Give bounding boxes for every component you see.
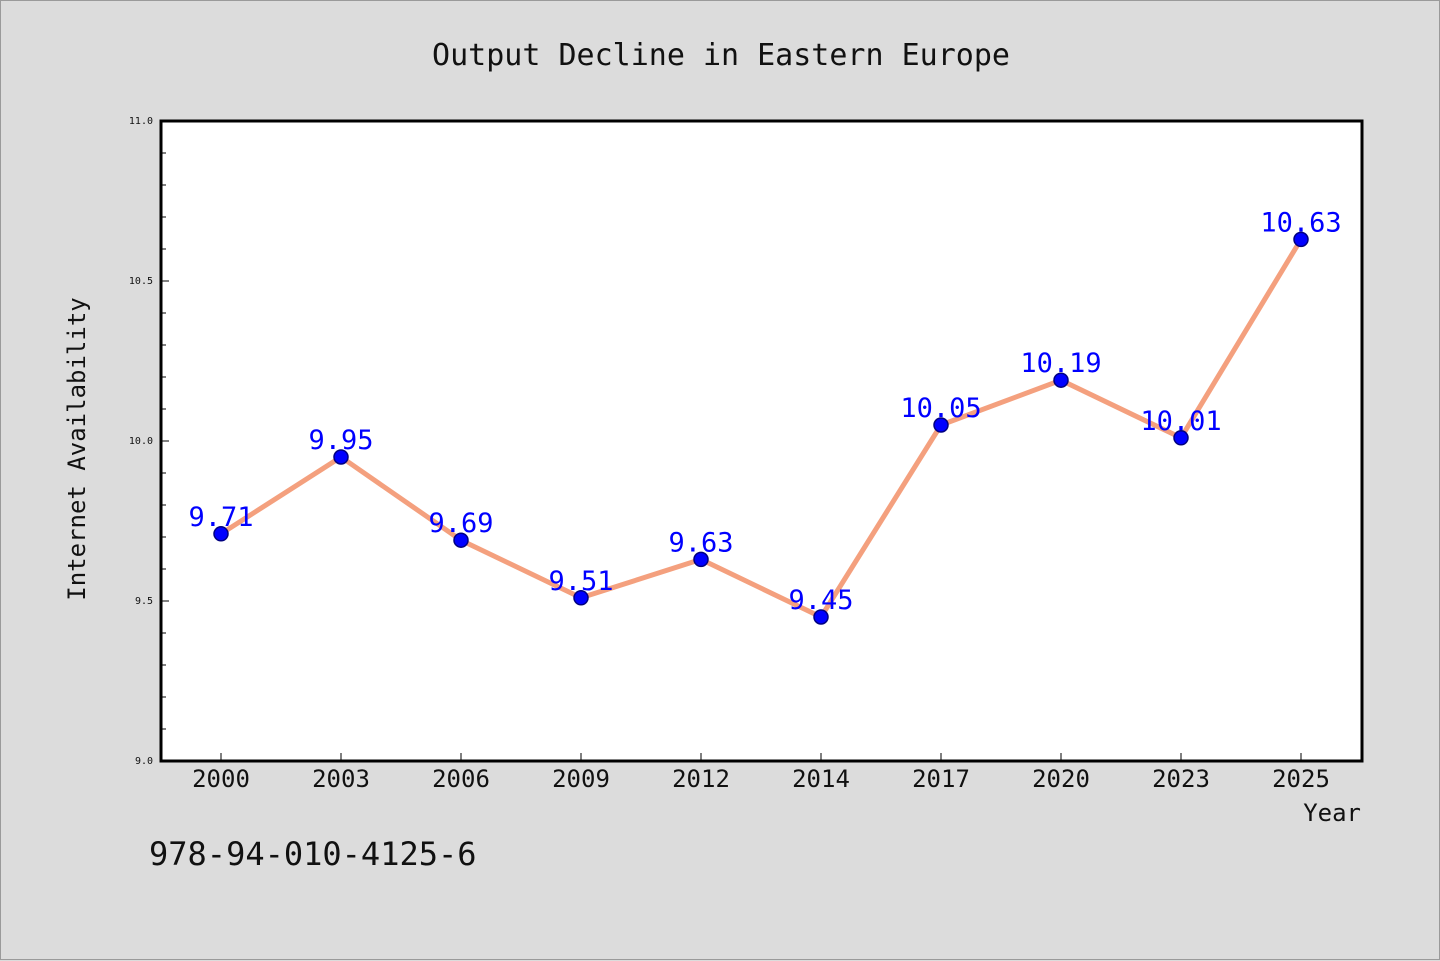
y-tick-label: 10.5: [129, 276, 153, 287]
x-tick-label: 2020: [1032, 765, 1090, 793]
data-point: [333, 449, 349, 465]
data-label: 9.95: [308, 425, 373, 456]
data-label: 10.05: [900, 393, 981, 424]
chart-title: Output Decline in Eastern Europe: [432, 38, 1010, 73]
data-point: [933, 417, 949, 433]
y-tick-label: 9.0: [135, 756, 153, 767]
footer-text: 978-94-010-4125-6: [149, 835, 477, 873]
data-point: [453, 532, 469, 548]
data-point: [693, 551, 709, 568]
y-tick-label: 10.0: [129, 436, 153, 447]
data-labels: 9.71 9.95 9.69 9.51 9.63 9.45 10.05 10.19 10.01 1…: [188, 207, 1341, 616]
data-point: [1293, 231, 1309, 248]
x-tick-label: 2012: [672, 765, 730, 793]
data-label: 9.63: [668, 527, 733, 558]
x-tick-label: 2003: [312, 765, 370, 793]
data-point: [813, 609, 829, 625]
y-tick-label: 9.5: [135, 596, 153, 607]
data-label: 9.51: [548, 566, 613, 597]
x-tick-label: 2000: [192, 765, 250, 793]
data-point: [1173, 430, 1189, 446]
data-point: [1053, 372, 1069, 388]
x-tick-label: 2025: [1272, 765, 1330, 793]
x-axis-label: Year: [1303, 799, 1361, 827]
x-tick-label: 2009: [552, 765, 610, 793]
data-point: [573, 590, 589, 606]
x-tick-label: 2014: [792, 765, 850, 793]
data-label: 9.69: [428, 508, 493, 539]
x-tick-label: 2023: [1152, 765, 1210, 793]
y-tick-label: 11.0: [129, 116, 153, 127]
x-axis: 2000 2003 2006 2009 2012 2014 2017 2020 2023 2025: [192, 753, 1330, 793]
data-label: 9.71: [188, 502, 253, 533]
data-label: 10.63: [1260, 207, 1341, 238]
x-tick-label: 2017: [912, 765, 970, 793]
y-axis-label: Internet Availability: [63, 297, 91, 600]
y-axis: 9.0 9.5 10.0 10.5 11.0: [129, 116, 169, 767]
x-tick-label: 2006: [432, 765, 490, 793]
plot-area: [159, 119, 1364, 763]
data-label: 10.01: [1140, 406, 1221, 437]
data-point: [213, 526, 229, 542]
series-line: [218, 236, 1304, 620]
data-label: 10.19: [1020, 348, 1101, 379]
data-points: [213, 231, 1309, 625]
data-label: 9.45: [788, 585, 853, 616]
